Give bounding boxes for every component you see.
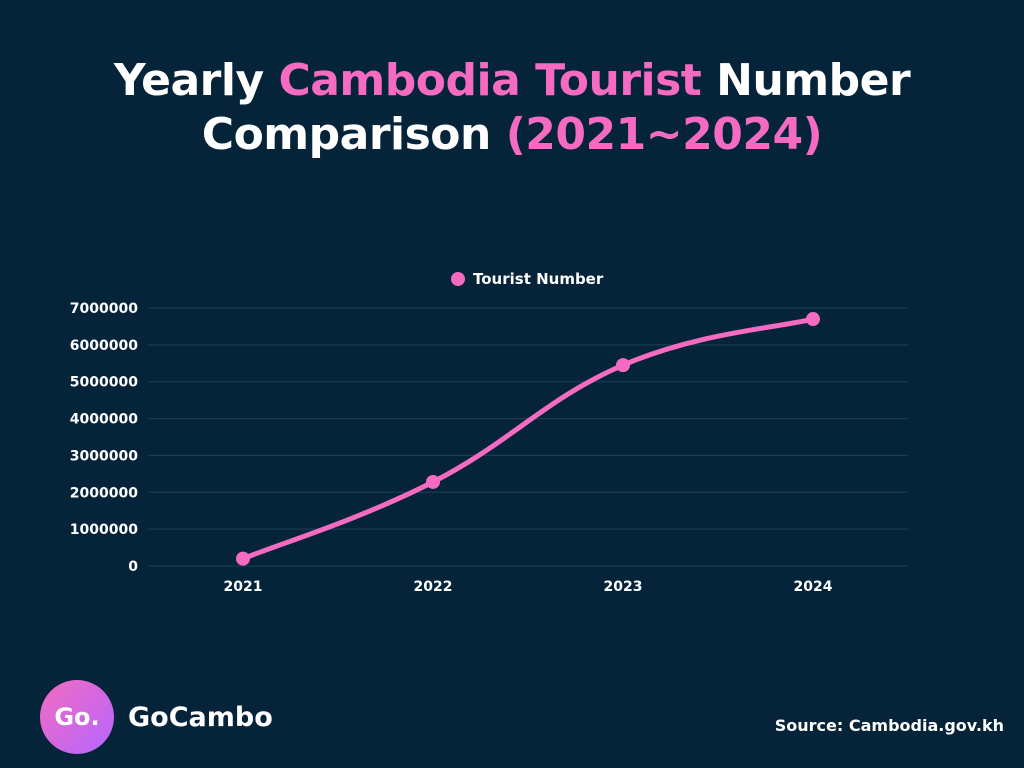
data-point: [236, 551, 250, 566]
title-line-1: Yearly Cambodia Tourist Number: [113, 55, 911, 106]
y-tick-label: 1000000: [70, 522, 138, 538]
y-tick-label: 4000000: [70, 412, 138, 428]
title-line-2: Comparison (2021~2024): [201, 109, 823, 160]
data-point: [616, 358, 630, 373]
title-highlight-years: (2021~2024): [505, 109, 823, 160]
series-line-tourist-number: [240, 316, 816, 562]
data-point: [426, 474, 440, 489]
legend-marker: [451, 272, 465, 286]
y-tick-label: 7000000: [70, 301, 138, 317]
line-chart: 0 1000000 2000000 3000000 4000000 5000000 6000…: [70, 270, 908, 595]
logo-mark: Go.: [40, 680, 114, 754]
y-tick-label: 6000000: [70, 338, 138, 354]
y-tick-label: 0: [128, 559, 138, 575]
x-tick-label: 2021: [224, 579, 263, 595]
x-tick-label: 2023: [604, 579, 643, 595]
y-tick-label: 2000000: [70, 485, 138, 501]
title-highlight-cambodia: Cambodia Tourist: [278, 55, 702, 106]
source-note: Source: Cambodia.gov.kh: [774, 716, 1004, 735]
chart-title: Yearly Cambodia Tourist Number Compariso…: [0, 54, 1024, 162]
y-tick-label: 3000000: [70, 448, 138, 464]
logo-text: GoCambo: [128, 701, 273, 733]
legend-label: Tourist Number: [473, 270, 604, 288]
gocambo-logo: Go. GoCambo: [40, 680, 273, 754]
data-point: [806, 312, 820, 327]
x-tick-label: 2022: [414, 579, 453, 595]
y-tick-label: 5000000: [70, 375, 138, 391]
x-tick-label: 2024: [794, 579, 833, 595]
